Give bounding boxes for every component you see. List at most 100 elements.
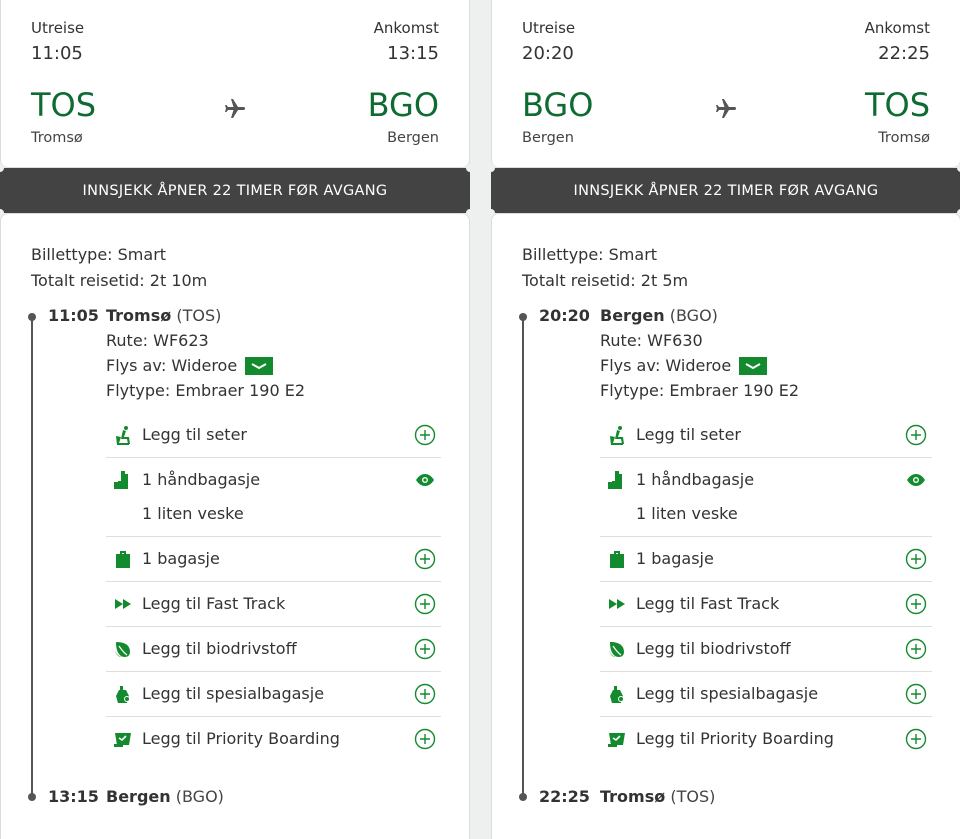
flight-details: Billettype: Smart Totalt reisetid: 2t 5m… xyxy=(491,213,960,839)
service-special-baggage[interactable]: Legg til spesialbagasje xyxy=(600,672,932,717)
service-fast-track[interactable]: Legg til Fast Track xyxy=(106,582,441,627)
total-travel-time: Totalt reisetid: 2t 10m xyxy=(31,271,208,290)
departure-time: 11:05 xyxy=(31,43,83,64)
timeline-dot-start xyxy=(28,313,36,321)
aircraft-type: Flytype: Embraer 190 E2 xyxy=(600,381,799,400)
service-label: Legg til Priority Boarding xyxy=(636,729,834,748)
service-label: 1 bagasje xyxy=(636,549,714,568)
departure-city: Bergen xyxy=(522,130,574,146)
add-icon[interactable] xyxy=(905,728,927,750)
service-label: Legg til biodrivstoff xyxy=(636,639,791,658)
suitcase-icon xyxy=(116,551,130,568)
leaf-icon xyxy=(115,642,130,657)
plane-icon xyxy=(225,99,245,118)
service-label: Legg til spesialbagasje xyxy=(142,684,325,703)
segment-arrival-time: 22:25 xyxy=(539,787,590,806)
departure-label: Utreise xyxy=(522,19,576,37)
service-label: Legg til Fast Track xyxy=(142,594,286,613)
arrival-airport-code: BGO xyxy=(367,86,439,124)
segment-arrival-place: Bergen (BGO) xyxy=(106,787,224,806)
flight-card-return: Utreise Ankomst 20:20 22:25 BGO TOS Berg… xyxy=(487,0,960,839)
aircraft-type: Flytype: Embraer 190 E2 xyxy=(106,381,305,400)
route-number: Rute: WF630 xyxy=(600,331,703,350)
fast-forward-icon xyxy=(609,599,625,609)
service-label: 1 håndbagasje xyxy=(636,470,755,489)
segment-departure-time: 11:05 xyxy=(48,306,99,325)
segment-departure-place: Tromsø (TOS) xyxy=(106,306,222,325)
service-hand-baggage[interactable]: 1 håndbagasje 1 liten veske xyxy=(106,458,441,537)
eye-icon[interactable] xyxy=(905,469,927,491)
arrival-label: Ankomst xyxy=(373,19,439,37)
add-icon[interactable] xyxy=(414,548,436,570)
timeline-line xyxy=(31,316,33,796)
add-icon[interactable] xyxy=(905,548,927,570)
departure-airport-code: TOS xyxy=(31,86,97,124)
service-label: 1 bagasje xyxy=(142,549,220,568)
seat-icon xyxy=(610,426,624,445)
segment-departure-place: Bergen (BGO) xyxy=(600,306,718,325)
service-label: Legg til spesialbagasje xyxy=(636,684,819,703)
hand-baggage-icon xyxy=(114,471,128,489)
special-baggage-icon xyxy=(610,686,624,703)
add-icon[interactable] xyxy=(414,638,436,660)
service-baggage[interactable]: 1 bagasje xyxy=(106,537,441,582)
service-priority-boarding[interactable]: Legg til Priority Boarding xyxy=(600,717,932,762)
add-icon[interactable] xyxy=(414,683,436,705)
ticket-type: Billettype: Smart xyxy=(31,245,167,264)
add-icon[interactable] xyxy=(905,638,927,660)
segment-departure-time: 20:20 xyxy=(539,306,590,325)
service-hand-baggage[interactable]: 1 håndbagasje 1 liten veske xyxy=(600,458,932,537)
eye-icon[interactable] xyxy=(414,469,436,491)
checkin-banner: INNSJEKK ÅPNER 22 TIMER FØR AVGANG xyxy=(0,168,470,213)
wideroe-logo-icon xyxy=(739,356,768,375)
arrival-city: Tromsø xyxy=(878,130,930,146)
checkin-banner: INNSJEKK ÅPNER 22 TIMER FØR AVGANG xyxy=(491,168,960,213)
service-label: 1 håndbagasje xyxy=(142,470,261,489)
timeline-dot-start xyxy=(519,313,527,321)
service-fast-track[interactable]: Legg til Fast Track xyxy=(600,582,932,627)
route-number: Rute: WF623 xyxy=(106,331,209,350)
service-label: Legg til biodrivstoff xyxy=(142,639,297,658)
service-sublabel: 1 liten veske xyxy=(636,504,738,523)
arrival-airport-code: TOS xyxy=(864,86,930,124)
add-icon[interactable] xyxy=(905,593,927,615)
service-label: Legg til seter xyxy=(142,425,247,444)
seat-icon xyxy=(116,426,130,445)
special-baggage-icon xyxy=(116,686,130,703)
priority-boarding-icon xyxy=(608,733,625,747)
timeline-dot-end xyxy=(28,793,36,801)
arrival-label: Ankomst xyxy=(864,19,930,37)
total-travel-time: Totalt reisetid: 2t 5m xyxy=(522,271,689,290)
fast-forward-icon xyxy=(115,599,131,609)
service-biofuel[interactable]: Legg til biodrivstoff xyxy=(600,627,932,672)
service-label: Legg til Priority Boarding xyxy=(142,729,340,748)
segment-arrival-time: 13:15 xyxy=(48,787,99,806)
flight-details: Billettype: Smart Totalt reisetid: 2t 10… xyxy=(0,213,470,839)
add-icon[interactable] xyxy=(414,728,436,750)
departure-city: Tromsø xyxy=(31,130,83,146)
add-icon[interactable] xyxy=(414,593,436,615)
wideroe-logo-icon xyxy=(245,356,274,375)
service-priority-boarding[interactable]: Legg til Priority Boarding xyxy=(106,717,441,762)
service-label: Legg til Fast Track xyxy=(636,594,780,613)
arrival-city: Bergen xyxy=(387,130,439,146)
timeline-dot-end xyxy=(519,793,527,801)
departure-time: 20:20 xyxy=(522,43,574,64)
service-baggage[interactable]: 1 bagasje xyxy=(600,537,932,582)
plane-icon xyxy=(716,99,736,118)
hand-baggage-icon xyxy=(608,471,622,489)
service-seat[interactable]: Legg til seter xyxy=(600,413,932,458)
suitcase-icon xyxy=(610,551,624,568)
add-icon[interactable] xyxy=(414,424,436,446)
departure-airport-code: BGO xyxy=(522,86,594,124)
service-biofuel[interactable]: Legg til biodrivstoff xyxy=(106,627,441,672)
service-sublabel: 1 liten veske xyxy=(142,504,244,523)
arrival-time: 13:15 xyxy=(387,43,439,64)
departure-label: Utreise xyxy=(31,19,85,37)
flight-summary: Utreise Ankomst 11:05 13:15 TOS BGO Trom… xyxy=(0,0,470,168)
service-seat[interactable]: Legg til seter xyxy=(106,413,441,458)
add-icon[interactable] xyxy=(905,424,927,446)
add-icon[interactable] xyxy=(905,683,927,705)
service-special-baggage[interactable]: Legg til spesialbagasje xyxy=(106,672,441,717)
timeline-line xyxy=(522,316,524,796)
